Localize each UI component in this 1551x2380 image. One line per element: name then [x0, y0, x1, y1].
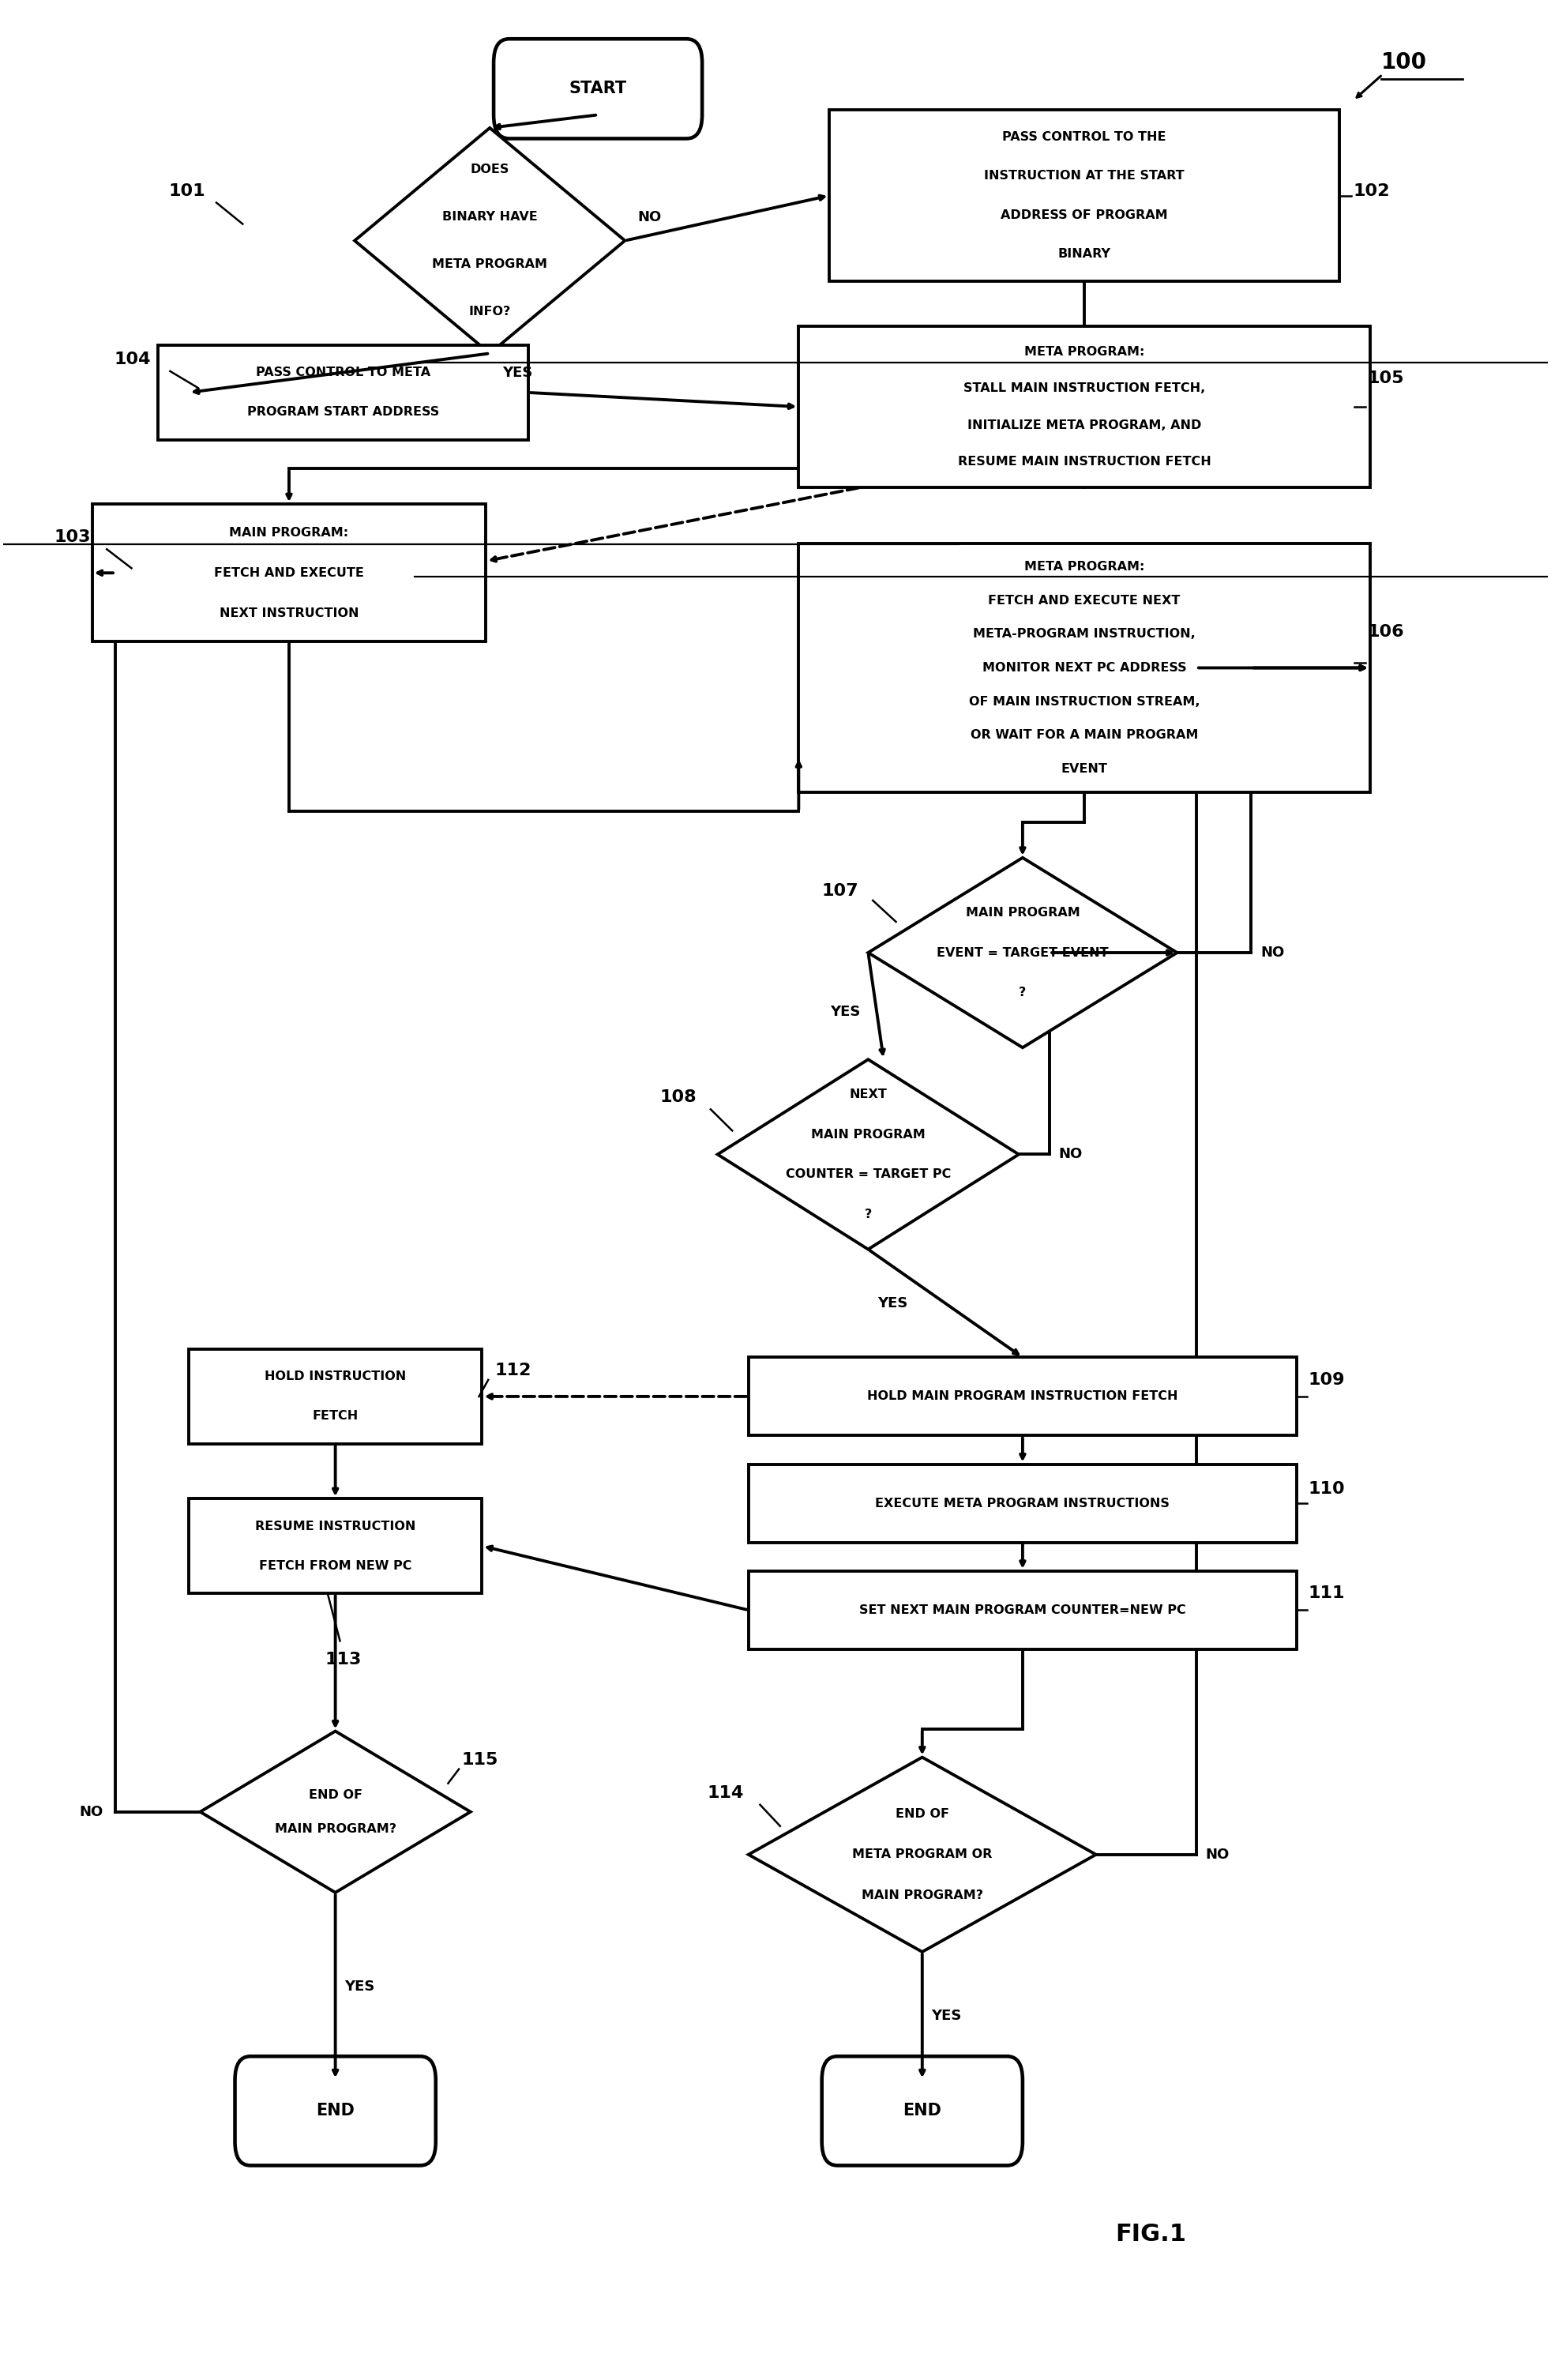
Text: NEXT INSTRUCTION: NEXT INSTRUCTION [219, 607, 358, 619]
Polygon shape [355, 129, 625, 352]
Text: MAIN PROGRAM: MAIN PROGRAM [811, 1128, 926, 1140]
Text: FETCH: FETCH [312, 1411, 358, 1423]
Text: META PROGRAM:: META PROGRAM: [1024, 562, 1145, 574]
Text: OF MAIN INSTRUCTION STREAM,: OF MAIN INSTRUCTION STREAM, [969, 695, 1200, 707]
Text: YES: YES [344, 1980, 375, 1994]
Text: 114: 114 [707, 1785, 744, 1802]
Text: END OF: END OF [895, 1809, 949, 1821]
Text: 103: 103 [54, 528, 92, 545]
Text: BINARY HAVE: BINARY HAVE [442, 212, 538, 224]
Polygon shape [718, 1059, 1019, 1250]
Text: 100: 100 [1380, 52, 1427, 74]
Bar [799, 326, 1370, 488]
Text: BINARY: BINARY [1058, 248, 1111, 259]
Text: EXECUTE META PROGRAM INSTRUCTIONS: EXECUTE META PROGRAM INSTRUCTIONS [875, 1497, 1169, 1509]
Text: START: START [569, 81, 627, 98]
Bar [189, 1349, 482, 1445]
Text: 112: 112 [495, 1361, 530, 1378]
Text: 109: 109 [1309, 1371, 1345, 1388]
Text: SET NEXT MAIN PROGRAM COUNTER=NEW PC: SET NEXT MAIN PROGRAM COUNTER=NEW PC [859, 1604, 1187, 1616]
Text: COUNTER = TARGET PC: COUNTER = TARGET PC [785, 1169, 951, 1180]
Text: END OF: END OF [309, 1790, 363, 1802]
Text: INSTRUCTION AT THE START: INSTRUCTION AT THE START [985, 171, 1185, 181]
Polygon shape [200, 1730, 470, 1892]
Bar [830, 109, 1339, 281]
Text: HOLD INSTRUCTION: HOLD INSTRUCTION [265, 1371, 406, 1383]
Text: ?: ? [1019, 988, 1027, 1000]
Text: INFO?: INFO? [468, 305, 510, 317]
Text: END: END [316, 2104, 355, 2118]
Text: NO: NO [637, 209, 661, 224]
Text: RESUME INSTRUCTION: RESUME INSTRUCTION [254, 1521, 416, 1533]
Text: FIG.1: FIG.1 [1115, 2223, 1187, 2247]
FancyBboxPatch shape [234, 2056, 436, 2166]
FancyBboxPatch shape [822, 2056, 1022, 2166]
Text: DOES: DOES [470, 164, 509, 176]
Bar [189, 1499, 482, 1595]
Text: 104: 104 [115, 352, 150, 367]
Text: YES: YES [932, 2009, 962, 2023]
Text: ?: ? [864, 1209, 872, 1221]
Text: END: END [903, 2104, 941, 2118]
Bar [799, 543, 1370, 793]
Bar [92, 505, 485, 643]
Text: 115: 115 [462, 1752, 498, 1768]
Polygon shape [869, 857, 1177, 1047]
Text: FETCH FROM NEW PC: FETCH FROM NEW PC [259, 1559, 411, 1571]
Text: MAIN PROGRAM?: MAIN PROGRAM? [275, 1823, 396, 1835]
Text: NO: NO [79, 1804, 102, 1818]
Text: FETCH AND EXECUTE: FETCH AND EXECUTE [214, 566, 364, 578]
Text: 106: 106 [1366, 624, 1404, 640]
Text: OR WAIT FOR A MAIN PROGRAM: OR WAIT FOR A MAIN PROGRAM [971, 728, 1199, 740]
Bar [749, 1464, 1297, 1542]
Text: STALL MAIN INSTRUCTION FETCH,: STALL MAIN INSTRUCTION FETCH, [963, 383, 1205, 395]
Text: EVENT: EVENT [1061, 764, 1107, 776]
Text: META-PROGRAM INSTRUCTION,: META-PROGRAM INSTRUCTION, [972, 628, 1196, 640]
Text: 111: 111 [1309, 1585, 1345, 1602]
Text: NO: NO [1059, 1147, 1083, 1161]
Polygon shape [749, 1756, 1097, 1952]
Text: MAIN PROGRAM:: MAIN PROGRAM: [230, 526, 349, 538]
Text: 105: 105 [1366, 371, 1404, 386]
Text: NO: NO [1205, 1847, 1230, 1861]
Text: YES: YES [830, 1004, 861, 1019]
Text: META PROGRAM: META PROGRAM [433, 259, 548, 271]
Bar [749, 1571, 1297, 1649]
Text: NEXT: NEXT [850, 1088, 887, 1100]
Text: 102: 102 [1352, 183, 1390, 198]
Text: PROGRAM START ADDRESS: PROGRAM START ADDRESS [247, 407, 439, 419]
Text: 101: 101 [169, 183, 205, 198]
Text: META PROGRAM:: META PROGRAM: [1024, 345, 1145, 357]
Text: YES: YES [878, 1297, 907, 1311]
Text: MAIN PROGRAM?: MAIN PROGRAM? [861, 1890, 983, 1902]
Text: HOLD MAIN PROGRAM INSTRUCTION FETCH: HOLD MAIN PROGRAM INSTRUCTION FETCH [867, 1390, 1177, 1402]
Text: FETCH AND EXECUTE NEXT: FETCH AND EXECUTE NEXT [988, 595, 1180, 607]
Text: YES: YES [503, 367, 532, 381]
Text: EVENT = TARGET EVENT: EVENT = TARGET EVENT [937, 947, 1109, 959]
Text: META PROGRAM OR: META PROGRAM OR [851, 1849, 993, 1861]
Bar [158, 345, 529, 440]
Text: NO: NO [1261, 945, 1284, 959]
Text: PASS CONTROL TO META: PASS CONTROL TO META [256, 367, 430, 378]
FancyBboxPatch shape [493, 38, 703, 138]
Text: ADDRESS OF PROGRAM: ADDRESS OF PROGRAM [1000, 209, 1168, 221]
Text: INITIALIZE META PROGRAM, AND: INITIALIZE META PROGRAM, AND [968, 419, 1202, 431]
Text: RESUME MAIN INSTRUCTION FETCH: RESUME MAIN INSTRUCTION FETCH [957, 457, 1211, 469]
Text: 107: 107 [822, 883, 859, 900]
Bar [749, 1357, 1297, 1435]
Text: 110: 110 [1309, 1480, 1345, 1497]
Text: MAIN PROGRAM: MAIN PROGRAM [965, 907, 1079, 919]
Text: PASS CONTROL TO THE: PASS CONTROL TO THE [1002, 131, 1166, 143]
Text: MONITOR NEXT PC ADDRESS: MONITOR NEXT PC ADDRESS [982, 662, 1187, 674]
Text: 108: 108 [659, 1090, 696, 1104]
Text: 113: 113 [324, 1652, 361, 1668]
